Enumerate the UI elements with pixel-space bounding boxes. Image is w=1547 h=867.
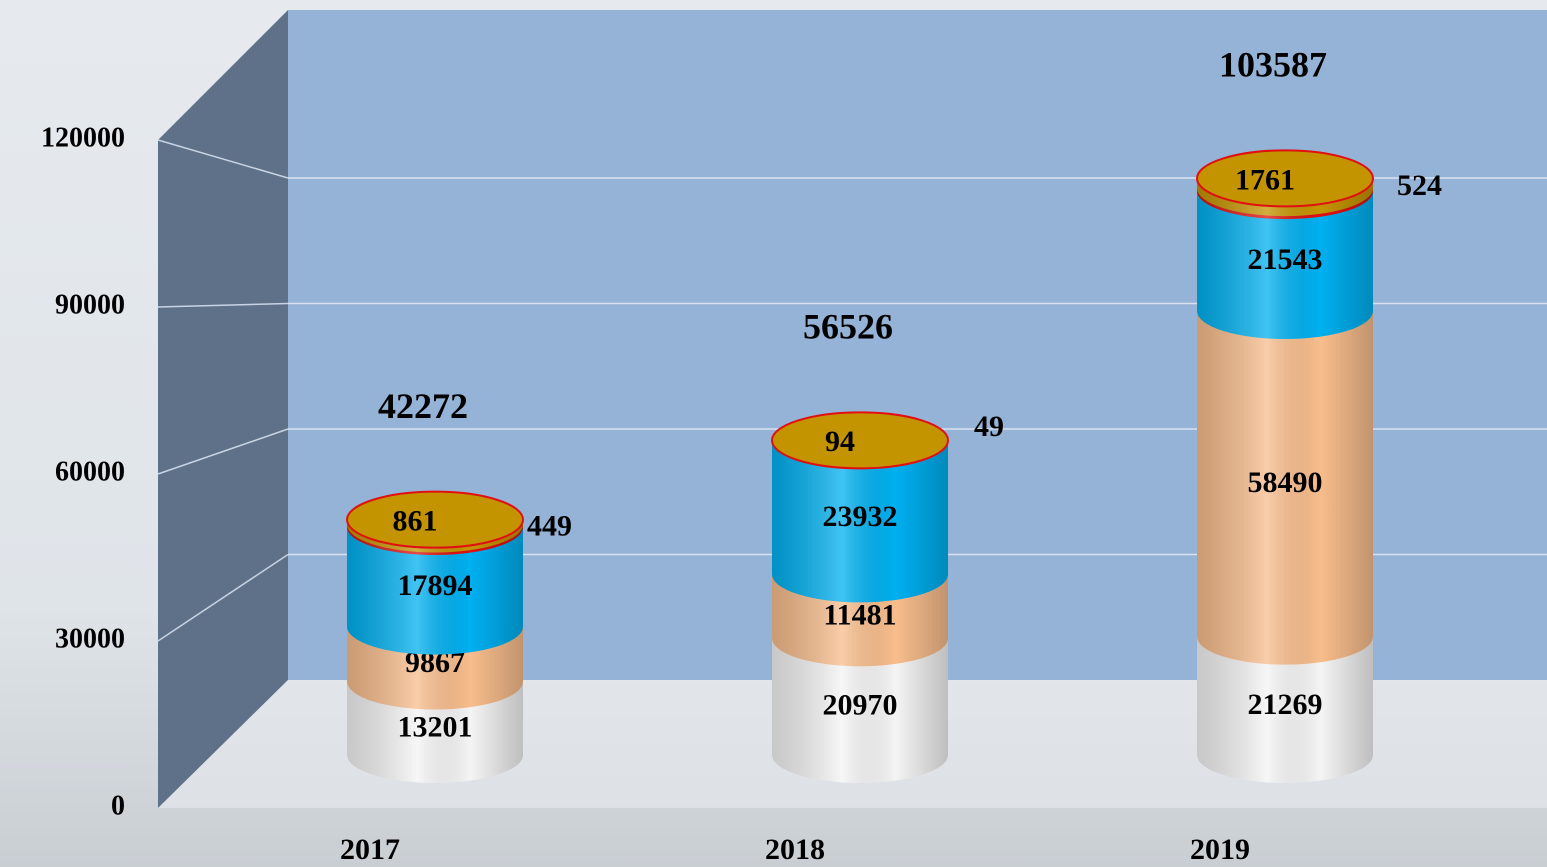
value-label: 23932 [823,500,898,533]
side-wall [158,10,288,808]
value-label: 13201 [398,710,473,743]
value-label: 49 [974,410,1004,443]
grid-line [157,553,289,642]
value-label: 94 [825,425,855,458]
shade [1197,191,1373,340]
cylinder-top [1196,149,1374,208]
x-tick-label: 2019 [1190,833,1250,866]
cylinder-top [346,490,524,549]
shade [347,526,523,655]
value-label: 20970 [823,689,898,722]
cylinder-top [771,411,949,470]
grid-line [157,139,289,179]
grid-line [157,428,289,475]
y-tick-label: 30000 [55,623,125,654]
total-label: 56526 [803,307,893,347]
total-label: 42272 [378,386,468,426]
value-label: 21543 [1248,243,1323,276]
value-label: 58490 [1248,466,1323,499]
shade [772,441,949,603]
value-label: 1761 [1235,163,1295,196]
shade [772,638,948,783]
grid-line [157,302,289,308]
value-label: 21269 [1248,688,1323,721]
y-tick-label: 90000 [55,289,125,320]
shade [1197,636,1373,783]
y-tick-label: 60000 [55,456,125,487]
value-label: 861 [393,505,438,538]
x-tick-label: 2018 [765,833,825,866]
value-label: 449 [527,509,572,542]
value-label: 524 [1397,169,1442,202]
value-label: 11481 [823,598,896,631]
y-tick-label: 120000 [41,122,125,153]
y-tick-label: 0 [111,790,125,821]
x-tick-label: 2017 [340,833,400,866]
shade [1197,311,1373,665]
value-label: 17894 [398,569,473,602]
shade [347,681,523,783]
total-label: 103587 [1219,45,1327,85]
